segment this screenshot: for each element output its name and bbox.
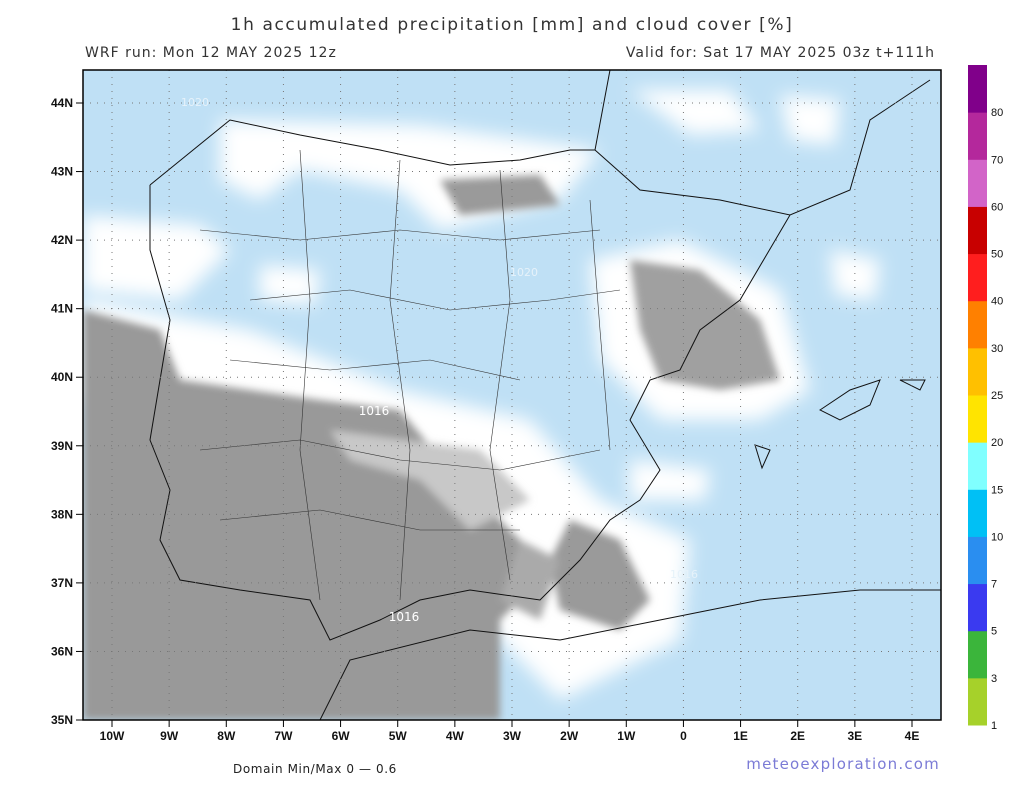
latitude-label: 38N — [51, 507, 73, 521]
credit: meteoexploration.com — [746, 755, 940, 773]
axes: 44N 43N 42N 41N 40N 39N 38N 37N 36N 35N 10W 9W 8W 7W 6… — [51, 96, 919, 743]
map-title: 1h accumulated precipitation [mm] and cl… — [231, 15, 794, 35]
colorbar-label: 10 — [991, 531, 1003, 543]
longitude-label: 1E — [733, 729, 748, 743]
province-borders — [199, 149, 621, 601]
colorbar-segment — [968, 65, 987, 113]
longitude-label: 2E — [790, 729, 805, 743]
colorbar-segment — [968, 583, 987, 632]
colorbar-label: 25 — [991, 390, 1003, 402]
longitude-label: 3E — [848, 729, 863, 743]
longitude-label: 6W — [332, 729, 351, 743]
longitude-label: 0 — [680, 729, 687, 743]
colorbar-segment — [968, 347, 987, 396]
colorbar-segment — [968, 442, 987, 490]
run-info: WRF run: Mon 12 MAY 2025 12z — [85, 45, 337, 61]
isobar-label: 1016 — [670, 568, 698, 581]
latitude-label: 39N — [51, 439, 73, 453]
colorbar-label: 1 — [991, 720, 997, 732]
colorbar-segment — [968, 536, 987, 585]
colorbar-label: 80 — [991, 107, 1003, 119]
colorbar-label: 70 — [991, 154, 1003, 166]
latitude-label: 36N — [51, 644, 73, 658]
longitude-label: 1W — [617, 729, 636, 743]
colorbar-label: 20 — [991, 437, 1003, 449]
longitude-label: 3W — [503, 729, 522, 743]
longitude-label: 4W — [446, 729, 465, 743]
colorbar-label: 15 — [991, 484, 1003, 496]
longitude-label: 8W — [217, 729, 236, 743]
latitude-label: 35N — [51, 713, 73, 727]
colorbar-segment — [968, 159, 987, 207]
colorbar-segment — [968, 206, 987, 255]
colorbar-segment — [968, 112, 987, 160]
colorbar-segment — [968, 253, 987, 302]
colorbar: 1 3 5 7 10 15 20 25 30 40 50 60 70 80 — [968, 65, 1003, 732]
isobar-label: 1016 — [359, 404, 390, 418]
isobar-label: 1016 — [389, 610, 420, 624]
colorbar-segment — [968, 677, 987, 726]
latitude-label: 41N — [51, 302, 73, 316]
colorbar-label: 40 — [991, 296, 1003, 308]
latitude-label: 43N — [51, 165, 73, 179]
colorbar-label: 3 — [991, 673, 997, 685]
colorbar-label: 7 — [991, 579, 997, 591]
colorbar-segment — [968, 489, 987, 537]
latitude-label: 40N — [51, 370, 73, 384]
latitude-label: 42N — [51, 233, 73, 247]
latitude-label: 37N — [51, 576, 73, 590]
longitude-label: 5W — [389, 729, 408, 743]
isobar-labels: 1020 1016 1016 1016 1020 — [181, 96, 698, 624]
domain-minmax: Domain Min/Max 0 — 0.6 — [233, 762, 397, 776]
colorbar-segment — [968, 395, 987, 443]
longitude-label: 10W — [100, 729, 125, 743]
isobar-label: 1020 — [181, 96, 209, 109]
coastline — [149, 70, 941, 720]
cloud-gray — [83, 175, 780, 720]
longitude-label: 4E — [905, 729, 920, 743]
colorbar-segment — [968, 300, 987, 349]
longitude-label: 9W — [160, 729, 179, 743]
valid-info: Valid for: Sat 17 MAY 2025 03z t+111h — [626, 45, 935, 61]
colorbar-label: 5 — [991, 626, 997, 638]
graticule — [83, 70, 941, 720]
longitude-label: 7W — [274, 729, 293, 743]
colorbar-label: 60 — [991, 201, 1003, 213]
colorbar-segment — [968, 630, 987, 679]
colorbar-label: 30 — [991, 343, 1003, 355]
longitude-label: 2W — [560, 729, 579, 743]
latitude-label: 44N — [51, 96, 73, 110]
colorbar-label: 50 — [991, 249, 1003, 261]
map-area: 1020 1016 1016 1016 1020 — [83, 70, 941, 720]
isobar-label: 1020 — [510, 266, 538, 279]
